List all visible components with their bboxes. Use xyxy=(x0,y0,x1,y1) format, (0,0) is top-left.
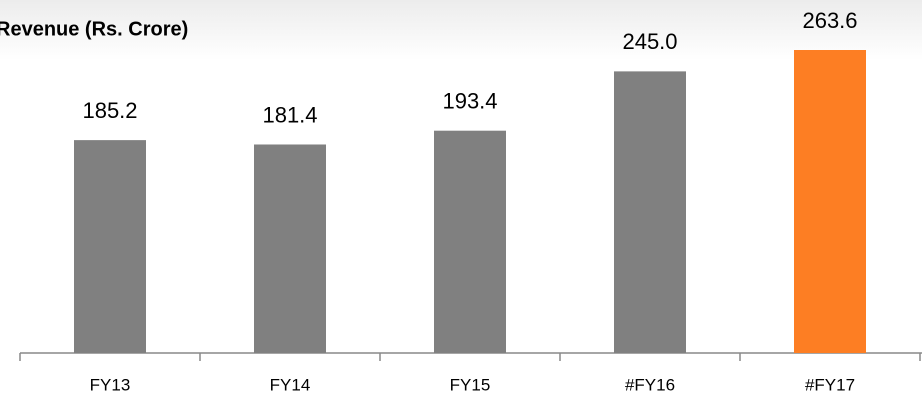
chart-title: Revenue (Rs. Crore) xyxy=(0,18,188,40)
value-label: 245.0 xyxy=(622,29,677,54)
bar xyxy=(254,144,326,353)
x-tick-label: FY14 xyxy=(270,375,311,394)
bar xyxy=(434,130,506,353)
bar xyxy=(74,140,146,353)
bar xyxy=(794,50,866,353)
value-label: 181.4 xyxy=(262,102,317,127)
x-tick-label: #FY16 xyxy=(625,375,675,394)
bar xyxy=(614,71,686,353)
value-label: 263.6 xyxy=(802,8,857,33)
value-label: 185.2 xyxy=(82,98,137,123)
x-tick-label: #FY17 xyxy=(805,375,855,394)
x-tick-label: FY15 xyxy=(450,375,491,394)
value-label: 193.4 xyxy=(442,89,497,114)
x-tick-label: FY13 xyxy=(90,375,131,394)
